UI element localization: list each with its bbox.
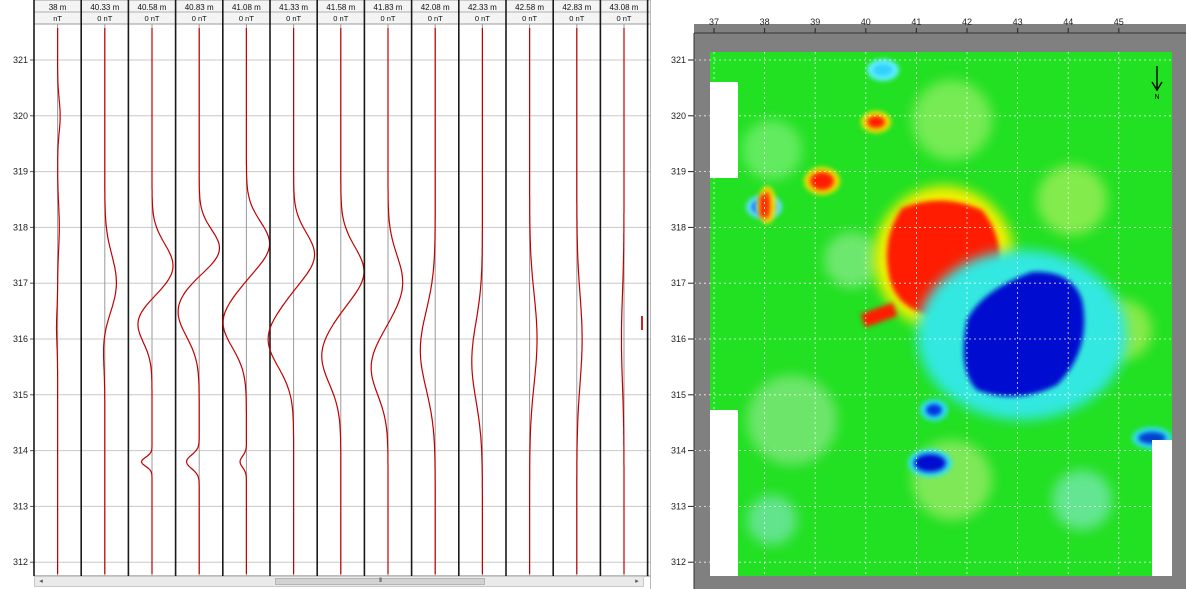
column-position-label: 40.83 m bbox=[185, 3, 214, 12]
anomaly-layer bbox=[742, 59, 1172, 545]
column-baseline-label: 0 nT bbox=[475, 14, 490, 23]
north-arrow-icon bbox=[1151, 66, 1163, 92]
y-tick-label: 317 bbox=[13, 278, 28, 288]
x-tick-label: 40 bbox=[861, 17, 871, 27]
dipole-anomaly bbox=[810, 172, 834, 190]
x-tick-label: 43 bbox=[1013, 17, 1023, 27]
y-tick-label: 314 bbox=[671, 446, 686, 456]
y-tick-label: 315 bbox=[13, 390, 28, 400]
x-tick-label: 44 bbox=[1063, 17, 1073, 27]
y-tick-label: 313 bbox=[13, 501, 28, 511]
x-tick-label: 39 bbox=[810, 17, 820, 27]
magnetic-trace bbox=[576, 28, 583, 574]
magnetometry-map-plot: 37 38 39 40 41 42 43 44 45 321 320 319 318 317 316 315 3… bbox=[671, 17, 1186, 589]
x-tick-label: 41 bbox=[911, 17, 921, 27]
column-position-label: 43.08 m bbox=[610, 3, 639, 12]
y-tick-label: 312 bbox=[13, 557, 28, 567]
weak-anomaly bbox=[824, 232, 880, 288]
y-tick-label: 312 bbox=[671, 557, 686, 567]
column-position-label: 40.58 m bbox=[138, 3, 167, 12]
x-tick-label: 45 bbox=[1114, 17, 1124, 27]
y-tick-label: 316 bbox=[13, 334, 28, 344]
y-tick-label: 320 bbox=[13, 111, 28, 121]
x-tick-label: 42 bbox=[962, 17, 972, 27]
column-baseline-label: 0 nT bbox=[192, 14, 207, 23]
y-tick-label: 321 bbox=[13, 55, 28, 65]
column-baseline-label: 0 nT bbox=[97, 14, 112, 23]
y-tick-label: 314 bbox=[13, 446, 28, 456]
plot-area bbox=[33, 23, 650, 577]
y-tick-label: 319 bbox=[671, 167, 686, 177]
no-data-area bbox=[710, 410, 738, 576]
x-tick-label: 38 bbox=[760, 17, 770, 27]
no-data-area bbox=[1152, 440, 1172, 576]
y-tick-label: 321 bbox=[671, 55, 686, 65]
north-label: N bbox=[1154, 94, 1159, 101]
column-position-label: 42.83 m bbox=[562, 3, 591, 12]
positive-anomaly-tail bbox=[860, 302, 898, 328]
column-baseline-label: 0 nT bbox=[144, 14, 159, 23]
column-baseline-label: 0 nT bbox=[286, 14, 301, 23]
column-position-label: 41.58 m bbox=[326, 3, 355, 12]
magnetic-trace bbox=[222, 28, 271, 574]
y-tick-label: 315 bbox=[671, 390, 686, 400]
column-position-label: 38 m bbox=[49, 3, 67, 12]
column-position-label: 42.08 m bbox=[421, 3, 450, 12]
horizontal-scrollbar[interactable]: ◂ III ▸ bbox=[34, 576, 644, 587]
profile-trace-panel: 321 320 319 318 317 316 315 314 313 312 38 m nT 40.3… bbox=[12, 0, 651, 589]
column-baseline-label: 0 nT bbox=[616, 14, 631, 23]
y-tick-label: 319 bbox=[13, 167, 28, 177]
column-baseline-label: 0 nT bbox=[569, 14, 584, 23]
negative-anomaly bbox=[963, 271, 1085, 397]
scroll-right-arrow-icon[interactable]: ▸ bbox=[635, 578, 639, 585]
weak-anomaly bbox=[747, 375, 837, 465]
magnetic-trace bbox=[267, 28, 316, 574]
weak-anomaly bbox=[912, 80, 992, 160]
magnetic-trace bbox=[177, 28, 221, 574]
dipole-anomaly bbox=[867, 116, 885, 128]
column-position-label: 41.33 m bbox=[279, 3, 308, 12]
weak-anomaly bbox=[747, 495, 797, 545]
dipole-anomaly bbox=[760, 195, 766, 217]
y-tick-label: 320 bbox=[671, 111, 686, 121]
magnetic-trace bbox=[103, 28, 117, 574]
no-data-area bbox=[710, 82, 738, 178]
magnetometry-map-panel: 37 38 39 40 41 42 43 44 45 321 320 319 318 317 316 315 3… bbox=[652, 0, 1186, 589]
magnetic-trace bbox=[620, 28, 625, 574]
magnetic-trace bbox=[370, 28, 404, 574]
column-baseline-label: 0 nT bbox=[380, 14, 395, 23]
magnetic-trace bbox=[321, 28, 365, 574]
dipole-anomaly bbox=[914, 454, 946, 472]
magnetic-trace bbox=[55, 28, 61, 574]
weak-anomaly bbox=[1052, 470, 1112, 530]
weak-anomaly bbox=[1037, 165, 1107, 235]
column-position-label: 40.33 m bbox=[90, 3, 119, 12]
magnetic-trace bbox=[471, 28, 483, 574]
column-baseline-label: 0 nT bbox=[239, 14, 254, 23]
x-tick-label: 37 bbox=[709, 17, 719, 27]
column-baseline-label: 0 nT bbox=[522, 14, 537, 23]
y-tick-label: 317 bbox=[671, 278, 686, 288]
column-baseline-label: nT bbox=[53, 14, 62, 23]
y-tick-label: 313 bbox=[671, 501, 686, 511]
dipole-anomaly bbox=[873, 64, 893, 76]
weak-anomaly bbox=[742, 120, 802, 180]
dipole-anomaly bbox=[926, 404, 942, 416]
y-tick-label: 318 bbox=[13, 222, 28, 232]
column-position-label: 42.33 m bbox=[468, 3, 497, 12]
y-tick-label: 318 bbox=[671, 222, 686, 232]
magnetic-trace bbox=[419, 28, 436, 574]
column-position-label: 41.83 m bbox=[374, 3, 403, 12]
magnetic-trace bbox=[137, 28, 174, 574]
column-position-label: 41.08 m bbox=[232, 3, 261, 12]
column-position-label: 42.58 m bbox=[515, 3, 544, 12]
profile-trace-plot: 321 320 319 318 317 316 315 314 313 312 38 m nT 40.3… bbox=[13, 0, 650, 577]
y-tick-label: 316 bbox=[671, 334, 686, 344]
scroll-thumb[interactable]: III bbox=[275, 578, 485, 585]
column-baseline-label: 0 nT bbox=[333, 14, 348, 23]
column-baseline-label: 0 nT bbox=[428, 14, 443, 23]
magnetic-trace bbox=[529, 28, 538, 574]
scroll-left-arrow-icon[interactable]: ◂ bbox=[39, 578, 43, 585]
